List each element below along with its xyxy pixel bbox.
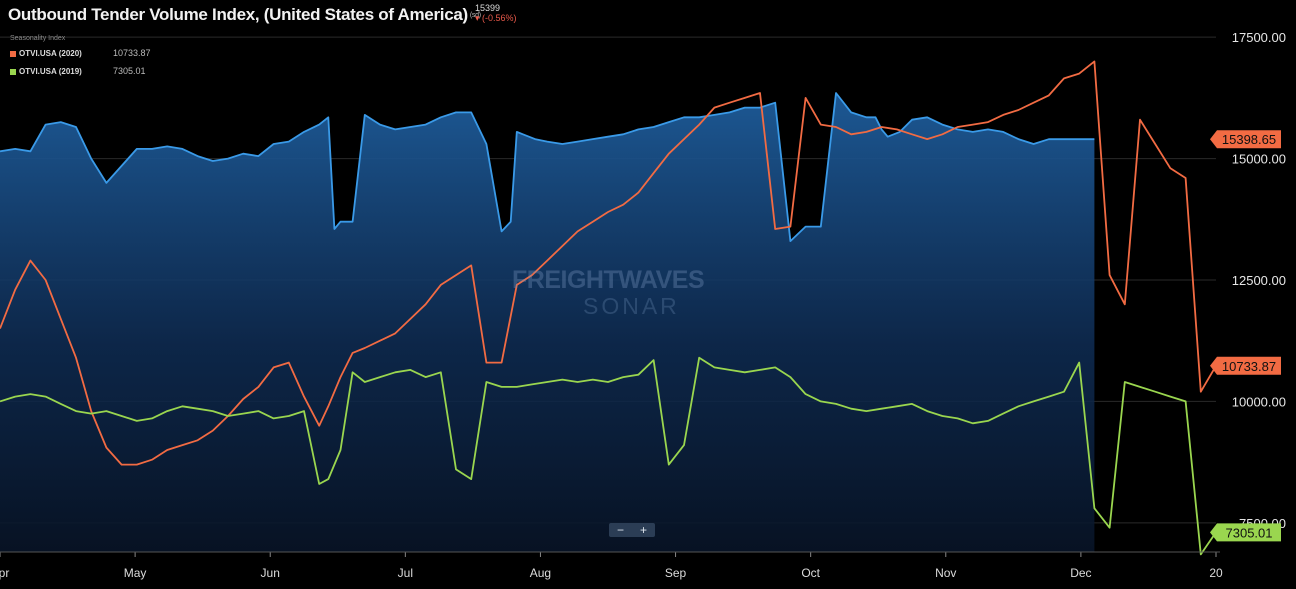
seasonality-label: Seasonality Index	[10, 35, 66, 42]
value-labels: 15398.65 10733.87 7305.01	[1210, 130, 1281, 542]
series-area-otvi	[0, 93, 1095, 552]
y-tick-label: 12500.00	[1232, 273, 1286, 288]
legend-swatch-green	[10, 68, 16, 75]
chart-title-suffix: (sd)	[469, 12, 481, 20]
zoom-in-button[interactable]: +	[639, 523, 647, 537]
series-line-2	[0, 356, 1217, 556]
last-value-text: 10733.87	[1222, 359, 1276, 374]
last-value-tag	[1210, 523, 1281, 542]
legend-value: 7305.01	[113, 66, 146, 76]
last-value-label: 15398.65	[1210, 130, 1281, 149]
x-tick-label: May	[124, 566, 147, 580]
last-value-text: 7305.01	[1226, 525, 1273, 540]
x-tick-label: Apr	[0, 566, 9, 580]
x-tick-label: Dec	[1070, 566, 1091, 580]
x-tick-label: Sep	[665, 566, 687, 580]
legend-name: OTVI.USA (2020)	[19, 49, 82, 58]
x-tick-label: 20	[1209, 566, 1223, 580]
y-tick-label: 10000.00	[1232, 394, 1286, 409]
legend-item-2020[interactable]: OTVI.USA (2020) 10733.87	[10, 48, 151, 58]
watermark-freightwaves: FREIGHTWAVES	[512, 266, 705, 294]
quote-value: 15399	[475, 3, 501, 13]
series-line-0	[0, 92, 1095, 242]
last-value-label: 7305.01	[1210, 523, 1281, 542]
x-tick-label: Aug	[530, 566, 551, 580]
quote-box: 15399 ▾ (-0.56%)	[475, 3, 517, 23]
chart-title-text: Outbound Tender Volume Index, (United St…	[8, 5, 468, 24]
last-value-text: 15398.65	[1222, 132, 1276, 147]
legend-swatch-orange	[10, 50, 16, 57]
y-tick-label: 15000.00	[1232, 152, 1286, 167]
chart-title: Outbound Tender Volume Index, (United St…	[8, 5, 481, 25]
y-tick-label: 17500.00	[1232, 30, 1286, 45]
x-tick-label: Oct	[801, 566, 820, 580]
series-layer	[0, 60, 1217, 556]
quote-change: ▾ (-0.56%)	[475, 13, 517, 23]
series-line-1	[0, 60, 1217, 466]
zoom-out-button[interactable]: −	[616, 523, 624, 537]
legend-item-2019[interactable]: OTVI.USA (2019) 7305.01	[10, 66, 146, 76]
legend-name: OTVI.USA (2019)	[19, 67, 82, 76]
watermark-sonar: SONAR	[583, 293, 680, 319]
zoom-control: − +	[609, 523, 655, 537]
x-tick-label: Jun	[261, 566, 280, 580]
x-tick-label: Jul	[398, 566, 413, 580]
x-tick-label: Nov	[935, 566, 956, 580]
legend-value: 10733.87	[113, 48, 151, 58]
last-value-label: 10733.87	[1210, 356, 1281, 375]
last-value-tag	[1210, 130, 1281, 149]
last-value-tag	[1210, 356, 1281, 375]
